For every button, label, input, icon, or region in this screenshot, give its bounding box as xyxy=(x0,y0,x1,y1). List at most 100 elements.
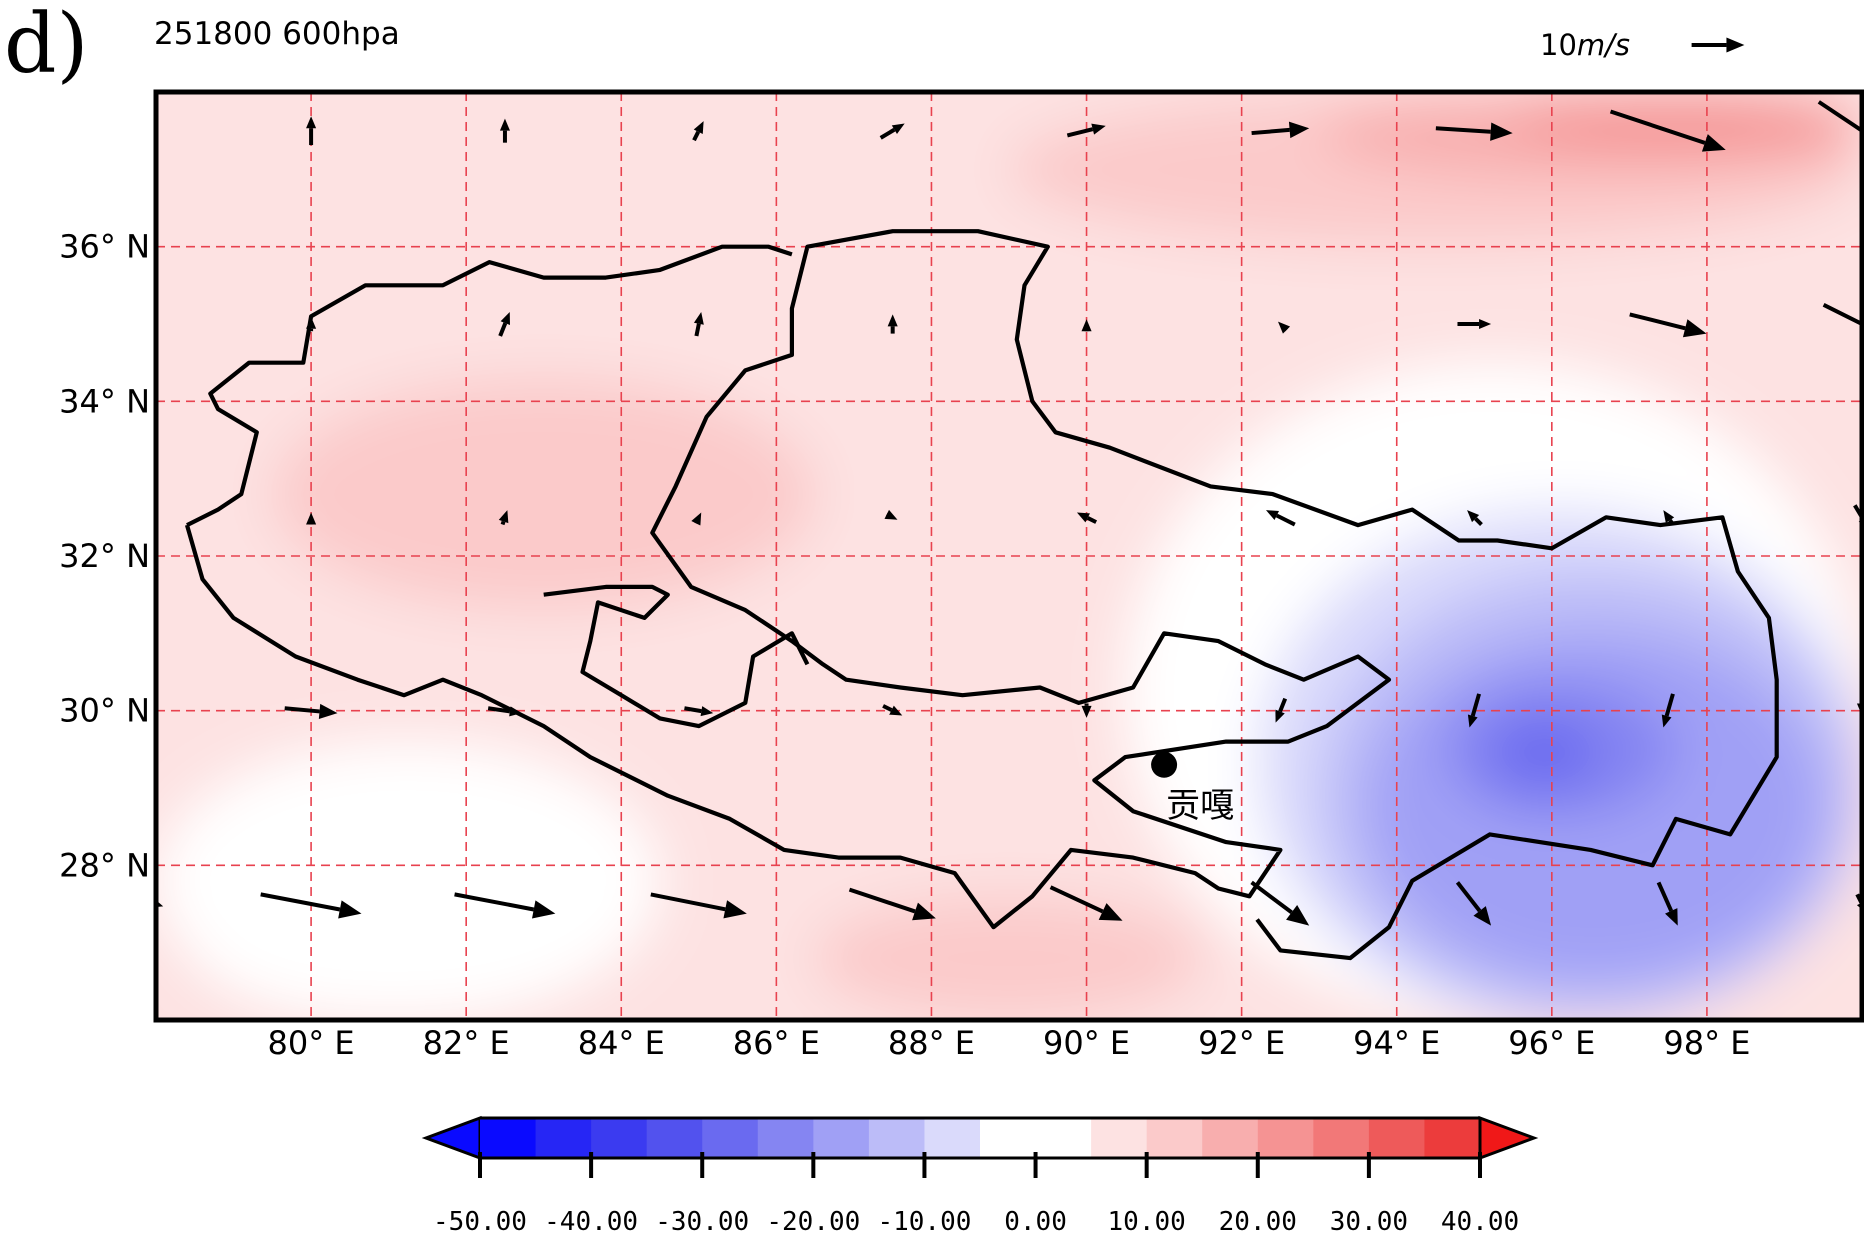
y-tick-label: 34° N xyxy=(59,382,150,420)
reference-arrow xyxy=(1691,37,1745,53)
colorbar: -50.00 -40.00 -30.00 -20.00 -10.00 0.00 10.00 2… xyxy=(421,1115,1539,1237)
colorbar-bin xyxy=(1035,1118,1092,1158)
colorbar-bin xyxy=(980,1118,1037,1158)
y-tick-label: 30° N xyxy=(59,692,150,730)
wind-vector-19 xyxy=(498,510,509,526)
x-tick-label: 86° E xyxy=(733,1024,820,1062)
colorbar-tick-label: 0.00 xyxy=(1004,1207,1067,1237)
wind-vectors xyxy=(156,100,1862,926)
wind-vector-7 xyxy=(1609,109,1726,152)
field-region-7 xyxy=(1513,92,1862,147)
colorbar-tick-label: 40.00 xyxy=(1441,1207,1519,1237)
colorbar-bin xyxy=(1146,1118,1203,1158)
colorbar-tick-label: -50.00 xyxy=(433,1207,527,1237)
x-tick-label: 92° E xyxy=(1198,1024,1285,1062)
colorbar-bin xyxy=(868,1118,926,1158)
wind-vector-27 xyxy=(284,703,338,719)
x-tick-label: 90° E xyxy=(1043,1024,1130,1062)
colorbar-bin xyxy=(757,1118,814,1158)
wind-vector-8 xyxy=(1817,100,1862,134)
colorbar-bin xyxy=(1257,1118,1314,1158)
wind-vector-39 xyxy=(650,892,747,919)
wind-vector-11 xyxy=(693,312,704,337)
station-dot xyxy=(1151,751,1178,778)
wind-vector-29 xyxy=(684,706,714,717)
wind-vector-33 xyxy=(1467,693,1481,728)
x-tick-label: 80° E xyxy=(268,1024,355,1062)
station-label: 贡嘎 xyxy=(1166,786,1234,826)
colorbar-tick-label: -30.00 xyxy=(655,1207,749,1237)
wind-vector-32 xyxy=(1275,697,1288,723)
wind-vector-31 xyxy=(1081,703,1092,718)
wind-vector-12 xyxy=(887,314,898,334)
wind-vector-9 xyxy=(306,316,317,332)
colorbar-tick-label: 30.00 xyxy=(1330,1207,1408,1237)
colorbar-tick-label: -20.00 xyxy=(766,1207,860,1237)
wind-vector-42 xyxy=(1250,880,1310,926)
wind-vector-41 xyxy=(1049,885,1123,921)
colorbar-tick-label: 10.00 xyxy=(1108,1207,1186,1237)
wind-vector-17 xyxy=(1822,303,1862,327)
wind-vector-23 xyxy=(1266,510,1296,527)
colorbar-extend-high xyxy=(1478,1115,1539,1161)
wind-vector-38 xyxy=(454,892,556,919)
colorbar-bin xyxy=(1424,1118,1481,1158)
colorbar-bin xyxy=(1368,1118,1426,1158)
colorbar-extend-low xyxy=(421,1115,482,1161)
colorbar-bin xyxy=(480,1118,537,1158)
wind-vector-3 xyxy=(879,123,905,140)
x-tick-label: 96° E xyxy=(1508,1024,1595,1062)
colorbar-tick-label: -10.00 xyxy=(877,1207,971,1237)
field-region-8 xyxy=(179,826,567,1020)
colorbar-bin xyxy=(1313,1118,1370,1158)
region-outline-west xyxy=(186,244,793,527)
map-frame xyxy=(153,89,1864,1023)
colorbar-tick-label: -40.00 xyxy=(544,1207,638,1237)
x-tick-label: 88° E xyxy=(888,1024,975,1062)
panel-label: d) xyxy=(4,0,88,92)
wind-vector-16 xyxy=(1629,312,1707,338)
wind-vector-21 xyxy=(884,509,898,520)
wind-vector-20 xyxy=(691,512,702,526)
station-marker xyxy=(1151,751,1178,778)
wind-vector-4 xyxy=(1066,123,1106,138)
plot-area xyxy=(156,92,1862,1020)
wind-vector-18 xyxy=(306,512,317,525)
region-outline-north xyxy=(184,229,1779,961)
x-tick-label: 94° E xyxy=(1353,1024,1440,1062)
wind-vector-28 xyxy=(487,706,522,717)
y-tick-label: 28° N xyxy=(59,846,150,884)
region-borders xyxy=(184,229,1779,961)
wind-vector-5 xyxy=(1251,121,1310,139)
region-outline-inner xyxy=(543,584,810,729)
field-region-14 xyxy=(1489,718,1599,788)
x-tick-label: 82° E xyxy=(423,1024,510,1062)
field-region-4 xyxy=(815,896,1203,1020)
reference-vector-value: 10 xyxy=(1540,28,1577,62)
reference-vector-label: 10m/s xyxy=(1540,28,1630,62)
colorbar-bin xyxy=(813,1118,870,1158)
wind-vector-37 xyxy=(260,892,362,919)
wind-vector-13 xyxy=(1081,319,1092,332)
reference-vector-arrow-icon xyxy=(1691,37,1745,53)
wind-vector-43 xyxy=(1455,881,1492,926)
y-tick-label: 32° N xyxy=(59,537,150,575)
y-tick-label: 36° N xyxy=(59,228,150,266)
wind-vector-30 xyxy=(882,704,903,716)
colorbar-bin xyxy=(924,1118,981,1158)
wind-vector-10 xyxy=(498,312,510,337)
x-axis-ticks: 80° E 82° E 84° E 86° E 88° E 90° E 92° E 94° E… xyxy=(268,1024,1751,1062)
colorbar-tick-label: 20.00 xyxy=(1219,1207,1297,1237)
map-title: 251800 600hpa xyxy=(154,16,400,52)
field-region-3 xyxy=(272,378,816,611)
colorbar-bin xyxy=(1202,1118,1259,1158)
wind-vector-44 xyxy=(1656,881,1678,926)
x-tick-label: 98° E xyxy=(1663,1024,1750,1062)
colorbar-bin xyxy=(535,1118,592,1158)
x-tick-label: 84° E xyxy=(578,1024,665,1062)
wind-vector-15 xyxy=(1457,318,1492,330)
colorbar-outline xyxy=(480,1116,1480,1160)
wind-vector-25 xyxy=(1663,510,1675,526)
wind-vector-0 xyxy=(306,116,317,146)
